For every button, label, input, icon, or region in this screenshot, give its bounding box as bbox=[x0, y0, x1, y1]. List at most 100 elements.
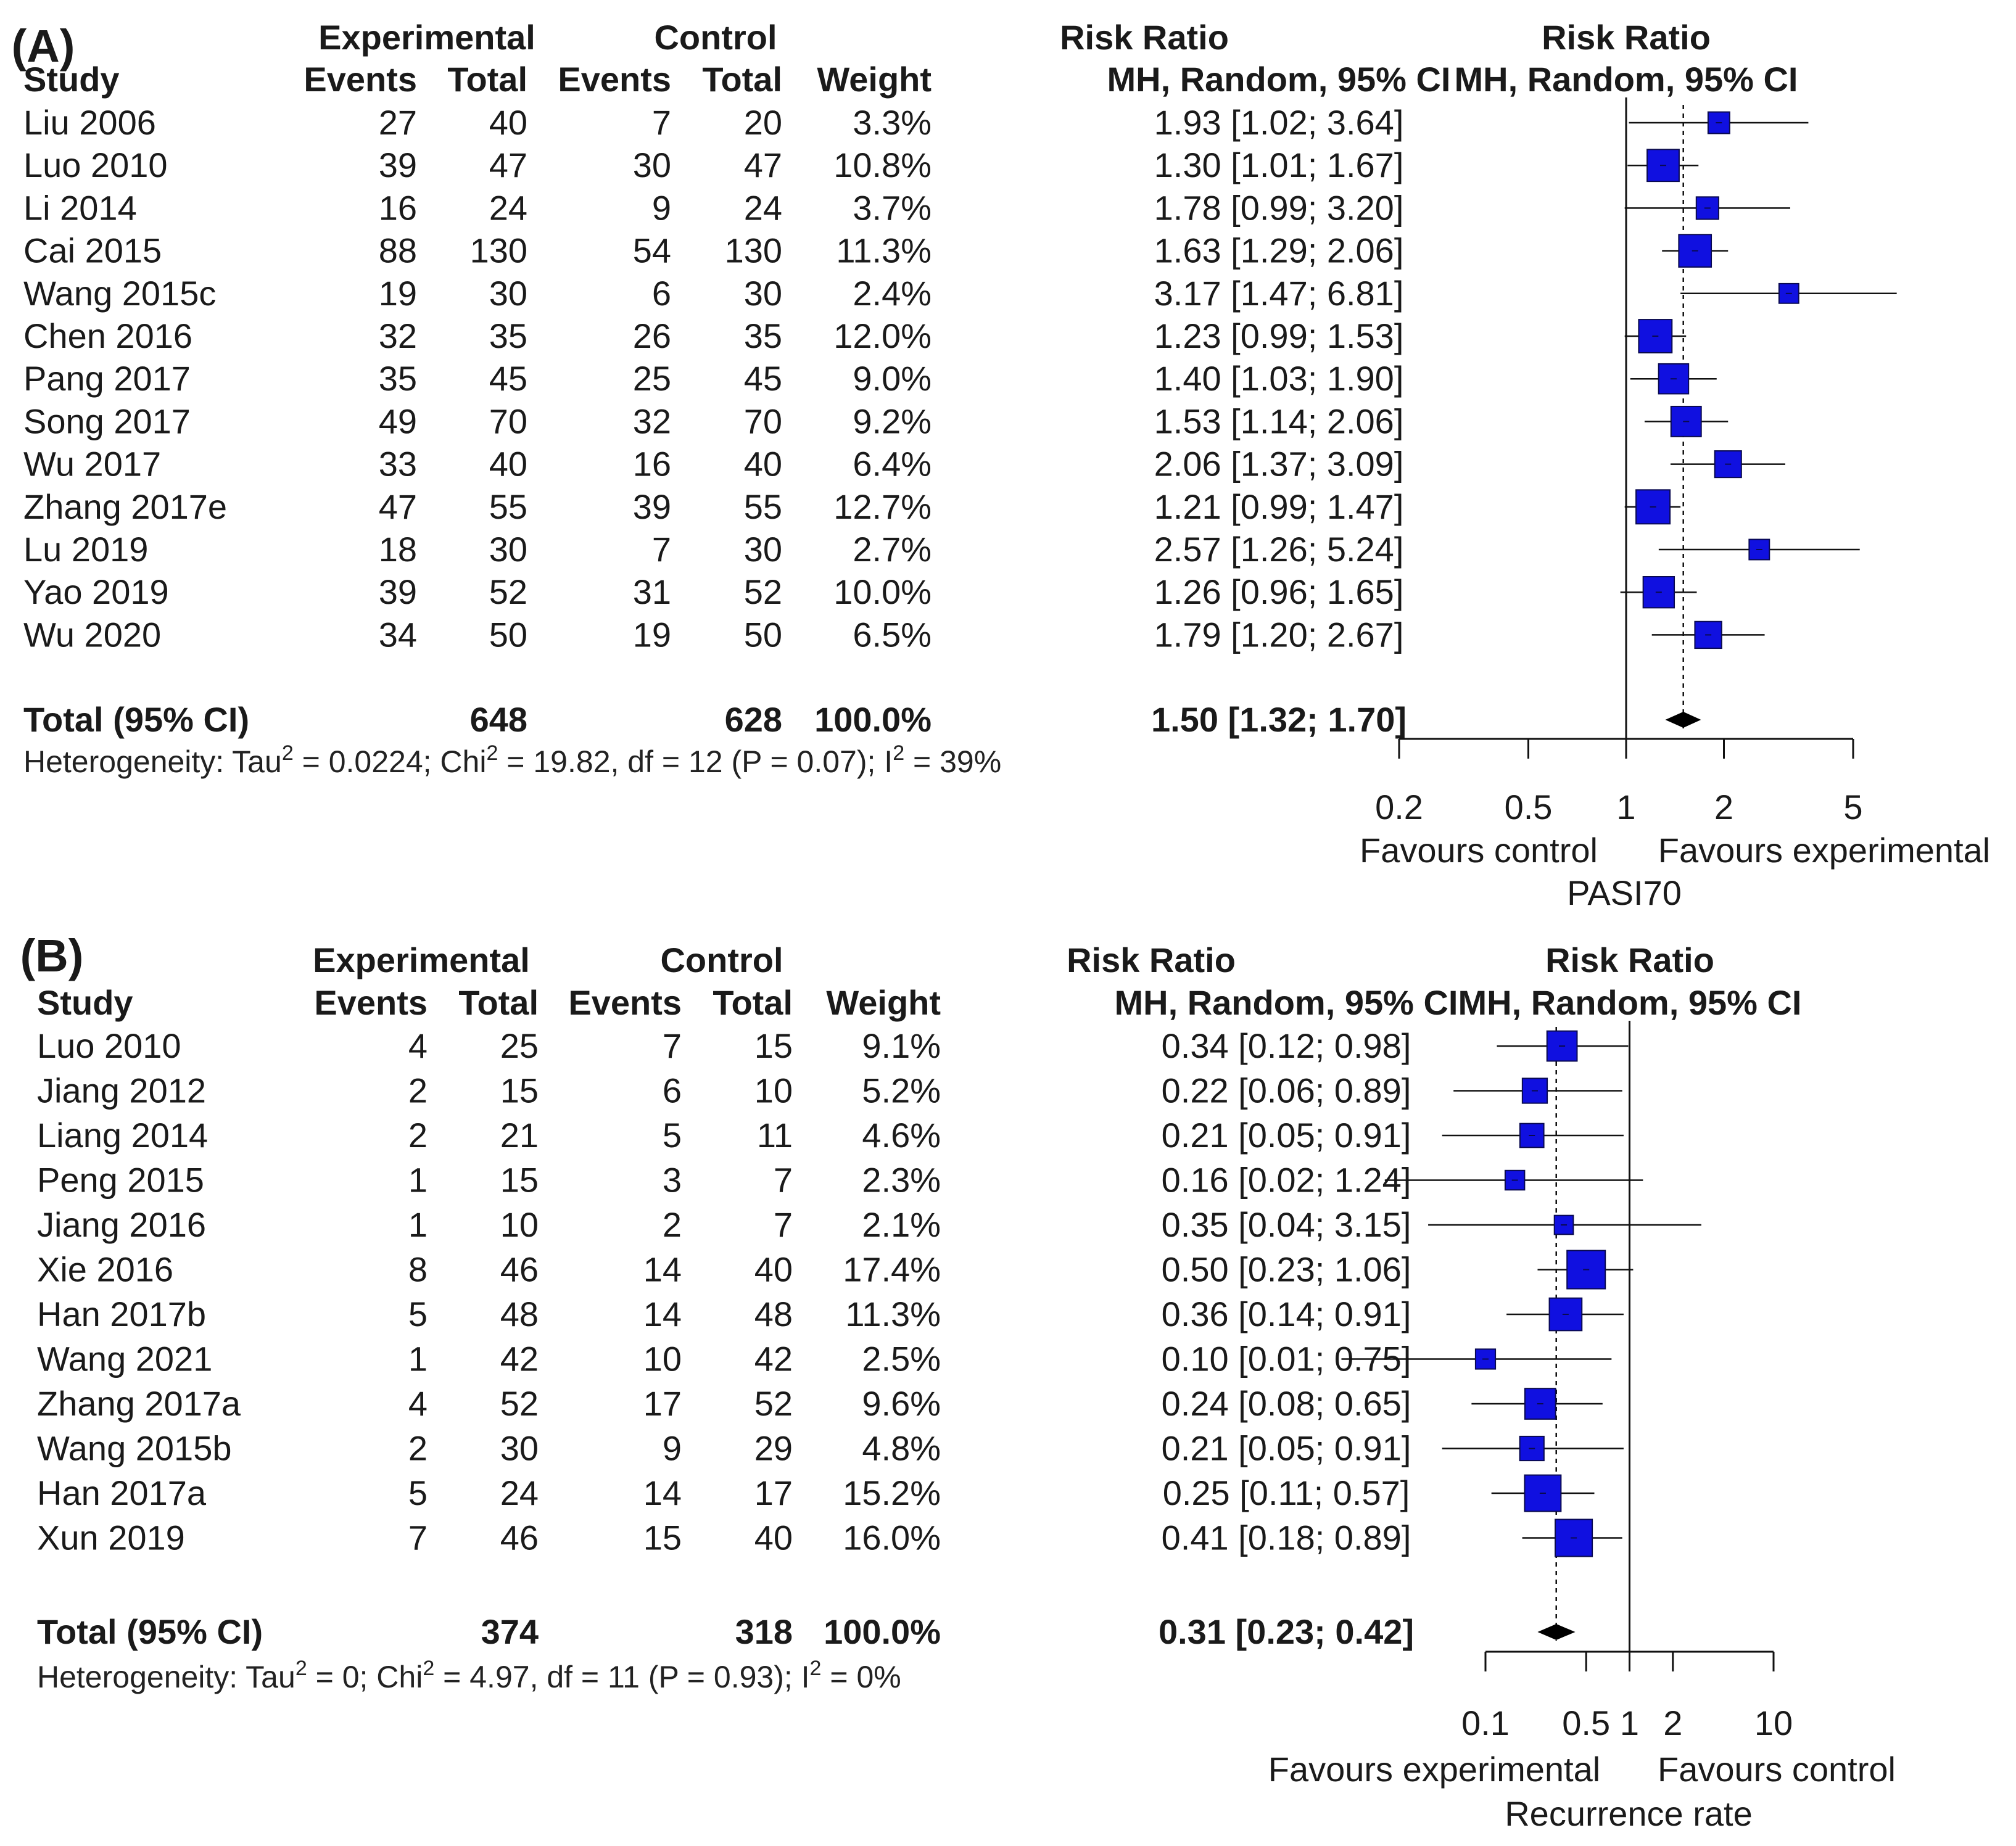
ctrl-total: 47 bbox=[744, 146, 782, 184]
risk-ratio-ci: 0.41 [0.18; 0.89] bbox=[1162, 1518, 1411, 1557]
exp-total: 24 bbox=[500, 1473, 539, 1512]
study-name: Yao 2019 bbox=[23, 572, 169, 611]
risk-ratio-ci: 0.16 [0.02; 1.24] bbox=[1162, 1161, 1411, 1200]
risk-ratio-ci: 0.24 [0.08; 0.65] bbox=[1162, 1384, 1411, 1423]
x-tick-label: 1 bbox=[1616, 788, 1635, 826]
exp-events: 1 bbox=[408, 1205, 428, 1244]
risk-ratio-ci: 1.40 [1.03; 1.90] bbox=[1154, 359, 1404, 398]
ctrl-events: 7 bbox=[663, 1026, 682, 1065]
header-risk-ratio: Risk Ratio bbox=[1060, 18, 1229, 57]
study-name: Luo 2010 bbox=[23, 146, 168, 184]
exp-events: 7 bbox=[408, 1518, 428, 1557]
weight-value: 4.8% bbox=[862, 1429, 941, 1468]
study-row: Jiang 2016 1 10 2 7 2.1% 0.35 [0.04; 3.15] bbox=[37, 1205, 1701, 1244]
ctrl-events: 32 bbox=[633, 402, 671, 440]
exp-events: 2 bbox=[408, 1071, 428, 1110]
exp-events: 8 bbox=[408, 1250, 428, 1289]
exp-total: 15 bbox=[500, 1161, 539, 1200]
study-name: Liang 2014 bbox=[37, 1116, 208, 1155]
study-row: Zhang 2017e 47 55 39 55 12.7% 1.21 [0.99; 1.47… bbox=[23, 487, 1681, 526]
exp-events: 39 bbox=[379, 572, 417, 611]
exp-total: 21 bbox=[500, 1116, 539, 1155]
favours-left-label: Favours control bbox=[1360, 831, 1598, 870]
study-name: Han 2017b bbox=[37, 1295, 206, 1333]
effect-box bbox=[1519, 1123, 1545, 1148]
exp-events: 5 bbox=[408, 1295, 428, 1333]
total-exp: 648 bbox=[470, 700, 527, 739]
ctrl-events: 26 bbox=[633, 316, 671, 355]
exp-events: 49 bbox=[379, 402, 417, 440]
header-ctrl-total: Total bbox=[713, 983, 793, 1022]
exp-total: 52 bbox=[500, 1384, 539, 1423]
exp-total: 46 bbox=[500, 1250, 539, 1289]
study-row: Song 2017 49 70 32 70 9.2% 1.53 [1.14; 2.06] bbox=[23, 402, 1729, 440]
study-name: Cai 2015 bbox=[23, 231, 162, 270]
study-name: Wang 2015c bbox=[23, 274, 216, 313]
favours-right-label: Favours control bbox=[1658, 1750, 1896, 1789]
header-exp-events: Events bbox=[314, 983, 428, 1022]
ctrl-events: 14 bbox=[643, 1250, 682, 1289]
weight-value: 11.3% bbox=[845, 1295, 941, 1333]
plot-method: MH, Random, 95% CI bbox=[1458, 983, 1802, 1022]
ctrl-events: 30 bbox=[633, 146, 671, 184]
pooled-diamond bbox=[1537, 1624, 1576, 1640]
ctrl-events: 3 bbox=[663, 1161, 682, 1200]
ctrl-events: 6 bbox=[663, 1071, 682, 1110]
risk-ratio-ci: 1.63 [1.29; 2.06] bbox=[1154, 231, 1404, 270]
header-exp-total: Total bbox=[447, 60, 527, 99]
ctrl-events: 9 bbox=[652, 188, 671, 227]
risk-ratio-ci: 0.35 [0.04; 3.15] bbox=[1162, 1205, 1411, 1244]
risk-ratio-ci: 3.17 [1.47; 6.81] bbox=[1154, 274, 1404, 313]
exp-total: 47 bbox=[489, 146, 527, 184]
exp-total: 24 bbox=[489, 188, 527, 227]
header-ctrl-events: Events bbox=[558, 60, 671, 99]
plot-method: MH, Random, 95% CI bbox=[1455, 60, 1798, 99]
study-name: Lu 2019 bbox=[23, 530, 148, 569]
study-row: Pang 2017 35 45 25 45 9.0% 1.40 [1.03; 1.90] bbox=[23, 359, 1717, 398]
total-weight: 100.0% bbox=[814, 700, 932, 739]
exp-events: 2 bbox=[408, 1429, 428, 1468]
study-row: Han 2017a 5 24 14 17 15.2% 0.25 [0.11; 0.57] bbox=[37, 1473, 1595, 1512]
total-risk-ratio-ci: 0.31 [0.23; 0.42] bbox=[1159, 1612, 1414, 1651]
study-name: Jiang 2012 bbox=[37, 1071, 206, 1110]
pooled-diamond bbox=[1665, 712, 1701, 728]
header-ctrl-events: Events bbox=[568, 983, 682, 1022]
exp-events: 18 bbox=[379, 530, 417, 569]
ctrl-total: 30 bbox=[744, 274, 782, 313]
study-name: Peng 2015 bbox=[37, 1161, 204, 1200]
header-experimental: Experimental bbox=[313, 941, 530, 979]
effect-box bbox=[1474, 1348, 1497, 1370]
risk-ratio-ci: 1.21 [0.99; 1.47] bbox=[1154, 487, 1404, 526]
exp-events: 5 bbox=[408, 1473, 428, 1512]
total-row: Total (95% CI) 374 318 100.0% 0.31 [0.23; 0.… bbox=[37, 1612, 1576, 1651]
study-name: Luo 2010 bbox=[37, 1026, 181, 1065]
exp-events: 2 bbox=[408, 1116, 428, 1155]
risk-ratio-ci: 1.79 [1.20; 2.67] bbox=[1154, 615, 1404, 654]
heterogeneity-text: Heterogeneity: Tau2 = 0.0224; Chi2 = 19.… bbox=[23, 741, 1001, 779]
study-name: Xie 2016 bbox=[37, 1250, 173, 1289]
weight-value: 2.7% bbox=[853, 530, 932, 569]
ctrl-total: 45 bbox=[744, 359, 782, 398]
x-tick-label: 0.2 bbox=[1375, 788, 1423, 826]
weight-value: 9.2% bbox=[853, 402, 932, 440]
x-tick-label: 10 bbox=[1754, 1704, 1793, 1742]
forest-panel-b: (B) Experimental Control Risk Ratio Risk Rat… bbox=[20, 930, 1896, 1833]
weight-value: 17.4% bbox=[843, 1250, 941, 1289]
study-row: Wu 2017 33 40 16 40 6.4% 2.06 [1.37; 3.09] bbox=[23, 445, 1785, 484]
exp-total: 70 bbox=[489, 402, 527, 440]
risk-ratio-ci: 0.34 [0.12; 0.98] bbox=[1162, 1026, 1411, 1065]
exp-events: 32 bbox=[379, 316, 417, 355]
exp-events: 88 bbox=[379, 231, 417, 270]
ctrl-events: 14 bbox=[643, 1473, 682, 1512]
x-tick-label: 5 bbox=[1843, 788, 1862, 826]
exp-events: 16 bbox=[379, 188, 417, 227]
ctrl-events: 9 bbox=[663, 1429, 682, 1468]
study-row: Liang 2014 2 21 5 11 4.6% 0.21 [0.05; 0.91] bbox=[37, 1116, 1624, 1155]
study-name: Li 2014 bbox=[23, 188, 137, 227]
weight-value: 10.8% bbox=[833, 146, 932, 184]
study-name: Chen 2016 bbox=[23, 316, 192, 355]
study-row: Lu 2019 18 30 7 30 2.7% 2.57 [1.26; 5.24] bbox=[23, 530, 1860, 569]
ctrl-events: 25 bbox=[633, 359, 671, 398]
weight-value: 2.3% bbox=[862, 1161, 941, 1200]
exp-events: 34 bbox=[379, 615, 417, 654]
